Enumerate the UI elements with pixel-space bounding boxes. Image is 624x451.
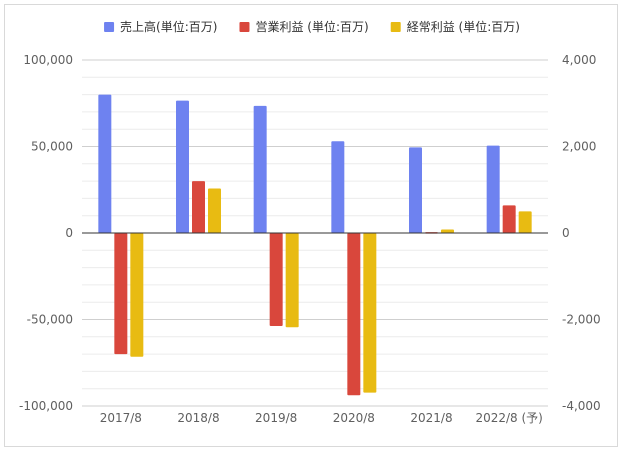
right-tick-label: 4,000 bbox=[562, 53, 596, 67]
left-axis-ticks: 100,000 50,000 0 -50,000 -100,000 bbox=[19, 53, 73, 413]
x-tick-label: 2019/8 bbox=[255, 411, 297, 425]
bar-series-2-2017/8 bbox=[114, 233, 128, 355]
legend-label: 経常利益 (単位:百万) bbox=[407, 19, 520, 34]
left-tick-label: -100,000 bbox=[19, 399, 73, 413]
legend-item-2: 営業利益 (単位:百万) bbox=[239, 19, 369, 34]
legend: 売上高(単位:百万) 営業利益 (単位:百万) 経常利益 (単位:百万) bbox=[104, 19, 520, 34]
x-tick-label: 2021/8 bbox=[410, 411, 452, 425]
gridlines bbox=[82, 59, 548, 407]
x-tick-label: 2020/8 bbox=[333, 411, 375, 425]
bar-series-1-2021/8 bbox=[409, 147, 422, 233]
bar-series-3-2018/8 bbox=[208, 188, 221, 233]
right-tick-label: -2,000 bbox=[562, 313, 601, 327]
legend-swatch bbox=[239, 22, 250, 32]
bar-series-1-2022/8 (予) bbox=[486, 145, 500, 233]
legend-label: 営業利益 (単位:百万) bbox=[255, 19, 368, 34]
bar-series-1-2020/8 bbox=[331, 141, 345, 233]
right-tick-label: -4,000 bbox=[562, 399, 601, 413]
left-tick-label: 100,000 bbox=[23, 53, 73, 67]
legend-swatch bbox=[104, 22, 115, 32]
legend-item-3: 経常利益 (単位:百万) bbox=[390, 19, 520, 34]
left-tick-label: -50,000 bbox=[27, 313, 73, 327]
bar-series-2-2019/8 bbox=[269, 233, 283, 326]
legend-label: 売上高(単位:百万) bbox=[120, 19, 217, 34]
bar-series-3-2020/8 bbox=[363, 233, 377, 393]
bar-series-3-2017/8 bbox=[130, 233, 144, 357]
right-axis-ticks: 4,000 2,000 0 -2,000 -4,000 bbox=[562, 53, 601, 413]
x-tick-label: 2022/8 (予) bbox=[475, 411, 542, 425]
right-tick-label: 2,000 bbox=[562, 140, 596, 154]
bar-series-2-2018/8 bbox=[192, 181, 205, 233]
bar-series-2-2022/8 (予) bbox=[502, 205, 516, 233]
bar-series-1-2018/8 bbox=[176, 100, 189, 233]
bar-series-2-2020/8 bbox=[347, 233, 361, 396]
legend-swatch bbox=[390, 22, 401, 32]
x-tick-label: 2018/8 bbox=[177, 411, 219, 425]
bar-series-3-2021/8 bbox=[441, 229, 454, 233]
x-tick-label: 2017/8 bbox=[100, 411, 142, 425]
bar-series-3-2019/8 bbox=[285, 233, 299, 328]
legend-item-1: 売上高(単位:百万) bbox=[104, 19, 217, 34]
x-axis-ticks: 2017/8 2018/8 2019/8 2020/8 2021/8 2022/8 (予) bbox=[100, 411, 543, 425]
bars bbox=[98, 94, 532, 396]
bar-series-3-2022/8 (予) bbox=[518, 211, 532, 233]
left-tick-label: 50,000 bbox=[31, 140, 73, 154]
bar-series-1-2019/8 bbox=[253, 105, 267, 233]
right-tick-label: 0 bbox=[562, 226, 570, 240]
left-tick-label: 0 bbox=[65, 226, 73, 240]
bar-series-1-2017/8 bbox=[98, 94, 112, 233]
